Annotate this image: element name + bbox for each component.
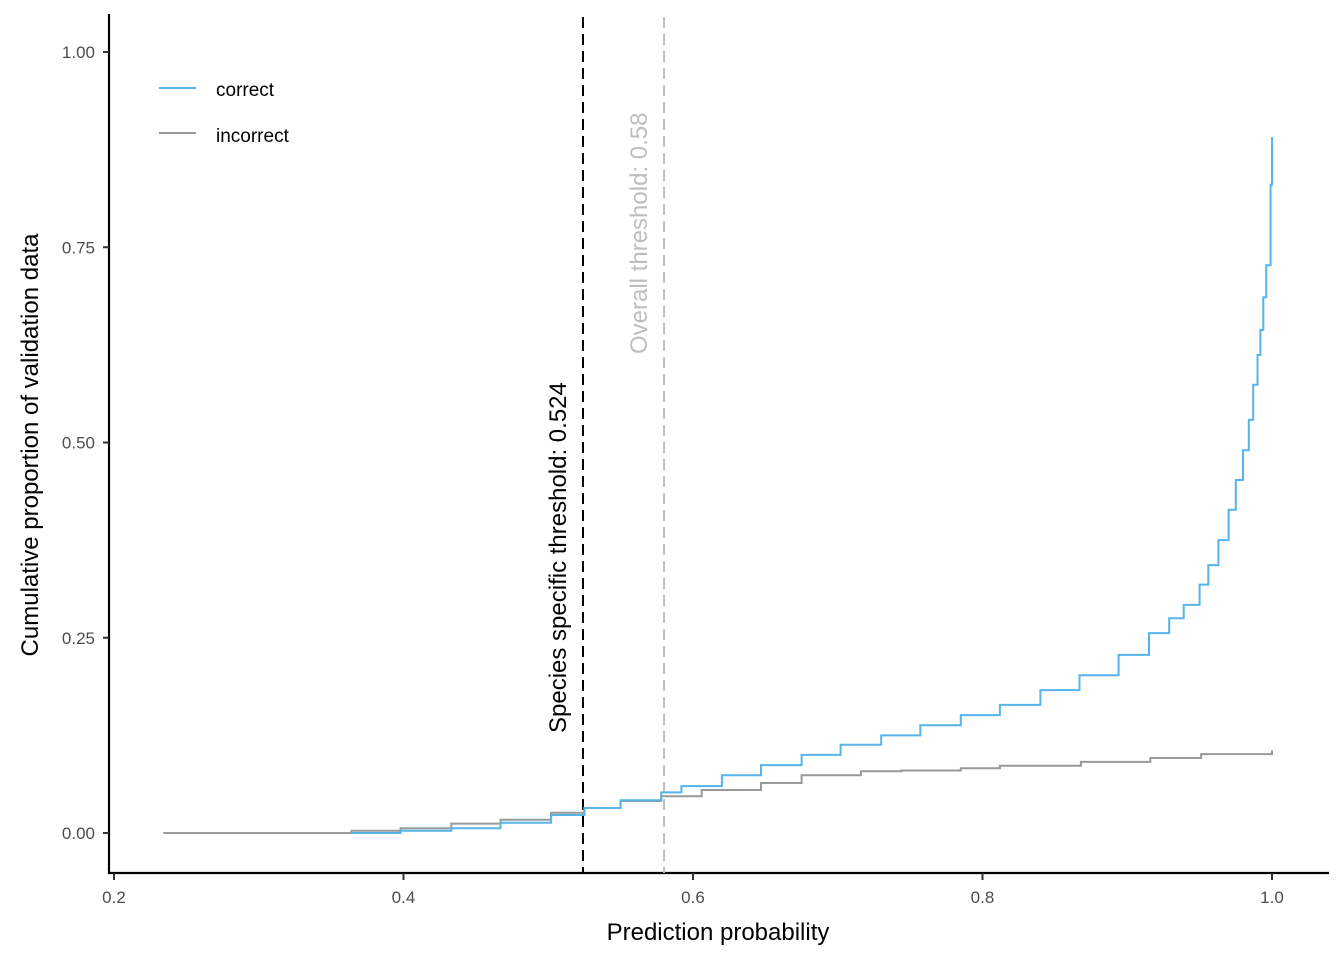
overall-threshold-label: Overall threshold: 0.58 bbox=[626, 113, 653, 354]
x-tick-label: 0.2 bbox=[102, 888, 126, 907]
y-tick-label: 0.25 bbox=[62, 629, 95, 648]
y-tick-label: 0.00 bbox=[62, 824, 95, 843]
correct-series-line bbox=[351, 137, 1273, 834]
x-tick-label: 0.6 bbox=[681, 888, 705, 907]
incorrect-series-line bbox=[163, 750, 1273, 834]
y-tick-label: 0.75 bbox=[62, 238, 95, 257]
legend: correct incorrect bbox=[159, 80, 290, 147]
y-tick-label: 0.50 bbox=[62, 434, 95, 453]
y-tick-label: 1.00 bbox=[62, 43, 95, 62]
y-axis-title: Cumulative proportion of validation data bbox=[17, 233, 44, 657]
species-threshold-label: Species specific threshold: 0.524 bbox=[545, 382, 572, 733]
x-tick-label: 0.4 bbox=[392, 888, 416, 907]
x-axis-title: Prediction probability bbox=[607, 919, 830, 946]
y-ticks: 0.00 0.25 0.50 0.75 1.00 bbox=[62, 43, 109, 843]
axes bbox=[107, 14, 1329, 875]
x-tick-label: 1.0 bbox=[1260, 888, 1284, 907]
x-ticks: 0.2 0.4 0.6 0.8 1.0 bbox=[102, 873, 1284, 907]
legend-label-correct: correct bbox=[216, 80, 275, 101]
x-tick-label: 0.8 bbox=[971, 888, 995, 907]
legend-label-incorrect: incorrect bbox=[216, 126, 290, 147]
